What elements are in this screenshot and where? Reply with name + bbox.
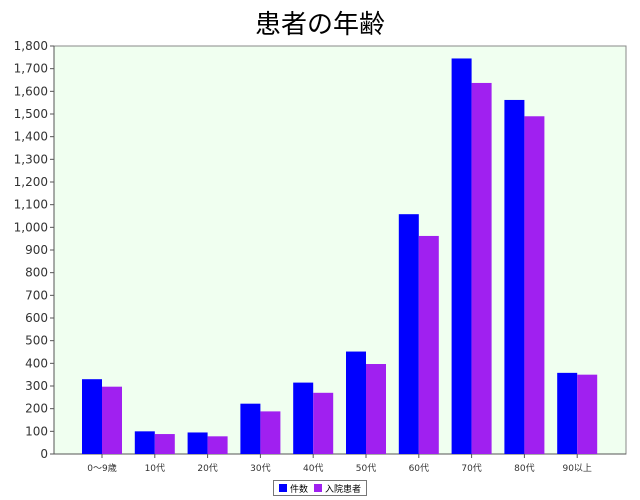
legend-item-inpatients: 入院患者	[314, 482, 361, 495]
bar-inpatients	[260, 411, 281, 454]
bar-inpatients	[418, 235, 439, 454]
bar-count	[187, 432, 208, 454]
legend-label-inpatients: 入院患者	[325, 484, 362, 495]
y-tick-label: 1,300	[14, 152, 48, 166]
bar-inpatients	[471, 82, 492, 455]
bar-count	[451, 58, 472, 454]
legend-swatch-inpatients	[314, 484, 323, 492]
y-tick-label: 1,500	[14, 107, 48, 121]
legend-label-count: 件数	[290, 484, 309, 495]
bar-count	[82, 379, 102, 454]
x-tick-label: 60代	[409, 463, 429, 474]
bar-count	[240, 403, 261, 454]
y-tick-label: 800	[25, 266, 48, 280]
y-tick-label: 400	[25, 356, 48, 370]
y-tick-label: 1,400	[14, 130, 48, 144]
legend-item-count: 件数	[279, 482, 308, 495]
y-tick-label: 900	[25, 243, 48, 257]
x-tick-label: 70代	[461, 463, 481, 474]
bar-inpatients	[154, 434, 175, 454]
bar-chart: 0 100 200 300 400 500 600 700 800 900 1,000 1,100 1,…	[14, 39, 627, 474]
y-tick-label: 200	[25, 402, 48, 416]
y-tick-label: 600	[25, 311, 48, 325]
bar-inpatients	[577, 374, 598, 454]
legend: 件数 入院患者	[273, 480, 368, 496]
bar-inpatients	[524, 116, 545, 455]
x-tick-label: 30代	[250, 463, 270, 474]
x-tick-label: 80代	[514, 463, 534, 474]
x-tick-label: 0〜9歳	[87, 462, 116, 474]
bar-count	[557, 372, 578, 454]
legend-swatch-count	[279, 484, 287, 492]
x-tick-label: 40代	[303, 463, 323, 474]
x-tick-label: 10代	[145, 463, 165, 474]
y-tick-label: 100	[25, 424, 48, 438]
y-tick-label: 1,800	[14, 39, 48, 53]
y-tick-label: 1,600	[14, 84, 48, 98]
bar-count	[504, 99, 525, 455]
y-tick-label: 1,200	[14, 175, 48, 189]
bar-count	[134, 431, 155, 454]
y-tick-label: 300	[25, 379, 48, 393]
bar-inpatients	[102, 386, 122, 454]
x-tick-label: 50代	[356, 463, 376, 474]
bar-inpatients	[207, 436, 228, 454]
y-tick-label: 1,100	[14, 198, 48, 212]
y-tick-label: 500	[25, 334, 48, 348]
y-tick-label: 0	[40, 447, 48, 461]
y-tick-label: 1,000	[14, 220, 48, 234]
bar-count	[293, 382, 314, 454]
bar-count	[398, 214, 419, 454]
x-tick-label: 90以上	[562, 463, 591, 474]
bar-inpatients	[313, 392, 334, 454]
y-tick-label: 700	[25, 288, 48, 302]
chart-title: 患者の年齢	[254, 10, 385, 40]
bar-inpatients	[366, 364, 386, 454]
y-tick-label: 1,700	[14, 62, 48, 76]
x-tick-label: 20代	[197, 463, 217, 474]
bar-count	[346, 351, 366, 454]
